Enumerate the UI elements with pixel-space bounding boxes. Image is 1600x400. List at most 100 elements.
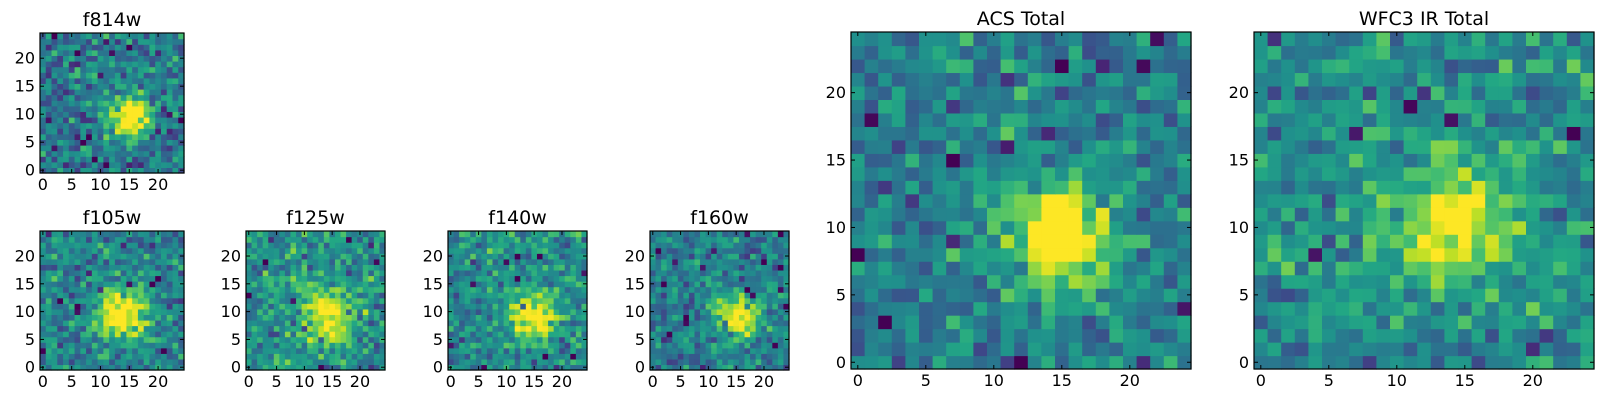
heatmap-cell xyxy=(143,286,151,293)
heatmap-cell xyxy=(132,111,139,118)
heatmap-cell xyxy=(581,242,588,249)
heatmap-cell xyxy=(340,292,347,299)
heatmap-cell xyxy=(722,281,729,288)
heatmap-cell xyxy=(711,364,718,371)
heatmap-cell xyxy=(738,358,746,366)
heatmap-cell xyxy=(878,112,893,127)
heatmap-cell xyxy=(1403,112,1418,127)
heatmap-cell xyxy=(1294,166,1309,181)
heatmap-cell xyxy=(453,336,460,343)
heatmap-cell xyxy=(251,242,258,249)
heatmap-cell xyxy=(946,328,961,343)
heatmap-cell xyxy=(570,342,577,349)
heatmap-cell xyxy=(919,180,934,195)
heatmap-cell xyxy=(63,325,70,332)
heatmap-cell xyxy=(711,247,718,254)
heatmap-cell xyxy=(738,275,746,282)
heatmap-cell xyxy=(520,336,527,343)
heatmap-cell xyxy=(340,281,347,288)
heatmap-cell xyxy=(1417,315,1432,330)
heatmap-cell xyxy=(1177,180,1192,195)
heatmap-cell xyxy=(1136,342,1151,357)
heatmap-cell xyxy=(542,264,549,271)
heatmap-cell xyxy=(132,269,139,277)
heatmap-cell xyxy=(109,236,116,243)
heatmap-cell xyxy=(536,264,544,271)
heatmap-cell xyxy=(160,150,168,157)
heatmap-cell xyxy=(772,353,779,360)
heatmap-cell xyxy=(1123,85,1138,100)
heatmap-cell xyxy=(368,264,375,271)
heatmap-cell xyxy=(548,292,555,299)
heatmap-cell xyxy=(68,297,76,304)
heatmap-cell xyxy=(160,314,168,321)
heatmap-cell xyxy=(109,247,116,254)
heatmap-cell xyxy=(1349,261,1364,276)
heatmap-cell xyxy=(40,286,47,293)
heatmap-cell xyxy=(700,331,707,338)
heatmap-cell xyxy=(312,281,319,288)
heatmap-cell xyxy=(137,253,145,260)
heatmap-cell xyxy=(733,308,740,315)
heatmap-cell xyxy=(727,336,734,343)
heatmap-cell xyxy=(1055,315,1070,330)
heatmap-cell xyxy=(323,364,330,371)
heatmap-cell xyxy=(694,336,701,343)
heatmap-cell xyxy=(114,275,122,282)
heatmap-cell xyxy=(257,264,264,271)
y-tick-label: 5 xyxy=(231,330,241,349)
heatmap-cell xyxy=(296,364,303,371)
heatmap-cell xyxy=(661,364,668,371)
heatmap-cell xyxy=(1485,220,1500,235)
heatmap-cell xyxy=(1390,72,1405,87)
heatmap-cell xyxy=(103,145,110,152)
heatmap-cell xyxy=(973,112,988,127)
heatmap-cell xyxy=(172,150,179,157)
heatmap-cell xyxy=(1403,274,1418,289)
heatmap-cell xyxy=(761,358,768,366)
heatmap-cell xyxy=(166,297,174,304)
heatmap-cell xyxy=(273,247,280,254)
heatmap-cell xyxy=(1335,247,1350,262)
heatmap-cell xyxy=(346,258,353,265)
heatmap-cell xyxy=(777,247,785,254)
heatmap-cell xyxy=(68,161,76,168)
heatmap-cell xyxy=(86,247,93,254)
heatmap-cell xyxy=(744,269,751,277)
heatmap-cell xyxy=(68,242,76,249)
heatmap-cell xyxy=(503,314,510,321)
heatmap-cell xyxy=(45,66,53,73)
heatmap-cell xyxy=(109,319,116,327)
heatmap-cell xyxy=(307,347,314,354)
heatmap-cell xyxy=(1349,220,1364,235)
heatmap-cell xyxy=(498,331,505,338)
heatmap-cell xyxy=(1014,99,1029,114)
heatmap-cell xyxy=(126,286,133,293)
heatmap-cell xyxy=(97,297,104,304)
heatmap-cell xyxy=(103,49,110,56)
heatmap-cell xyxy=(1471,153,1486,168)
heatmap-cell xyxy=(1322,139,1337,154)
heatmap-cell xyxy=(677,292,684,299)
heatmap-cell xyxy=(1109,315,1124,330)
heatmap-cell xyxy=(178,242,185,249)
heatmap-cell xyxy=(262,331,269,338)
heatmap-cell xyxy=(878,58,893,74)
heatmap-cell xyxy=(1403,342,1418,357)
heatmap-cell xyxy=(137,286,145,293)
heatmap-cell xyxy=(346,314,353,321)
heatmap-cell xyxy=(542,281,549,288)
heatmap-cell xyxy=(51,275,58,282)
heatmap-cell xyxy=(531,314,538,321)
heatmap-cell xyxy=(103,264,110,271)
heatmap-cell xyxy=(362,303,369,310)
heatmap-cell xyxy=(744,314,751,321)
heatmap-cell xyxy=(307,269,314,277)
heatmap-cell xyxy=(1308,220,1323,235)
heatmap-cell xyxy=(279,319,286,327)
heatmap-cell xyxy=(1123,288,1138,303)
heatmap-cell xyxy=(137,231,145,238)
heatmap-cell xyxy=(1082,261,1097,276)
heatmap-cell xyxy=(155,331,162,338)
